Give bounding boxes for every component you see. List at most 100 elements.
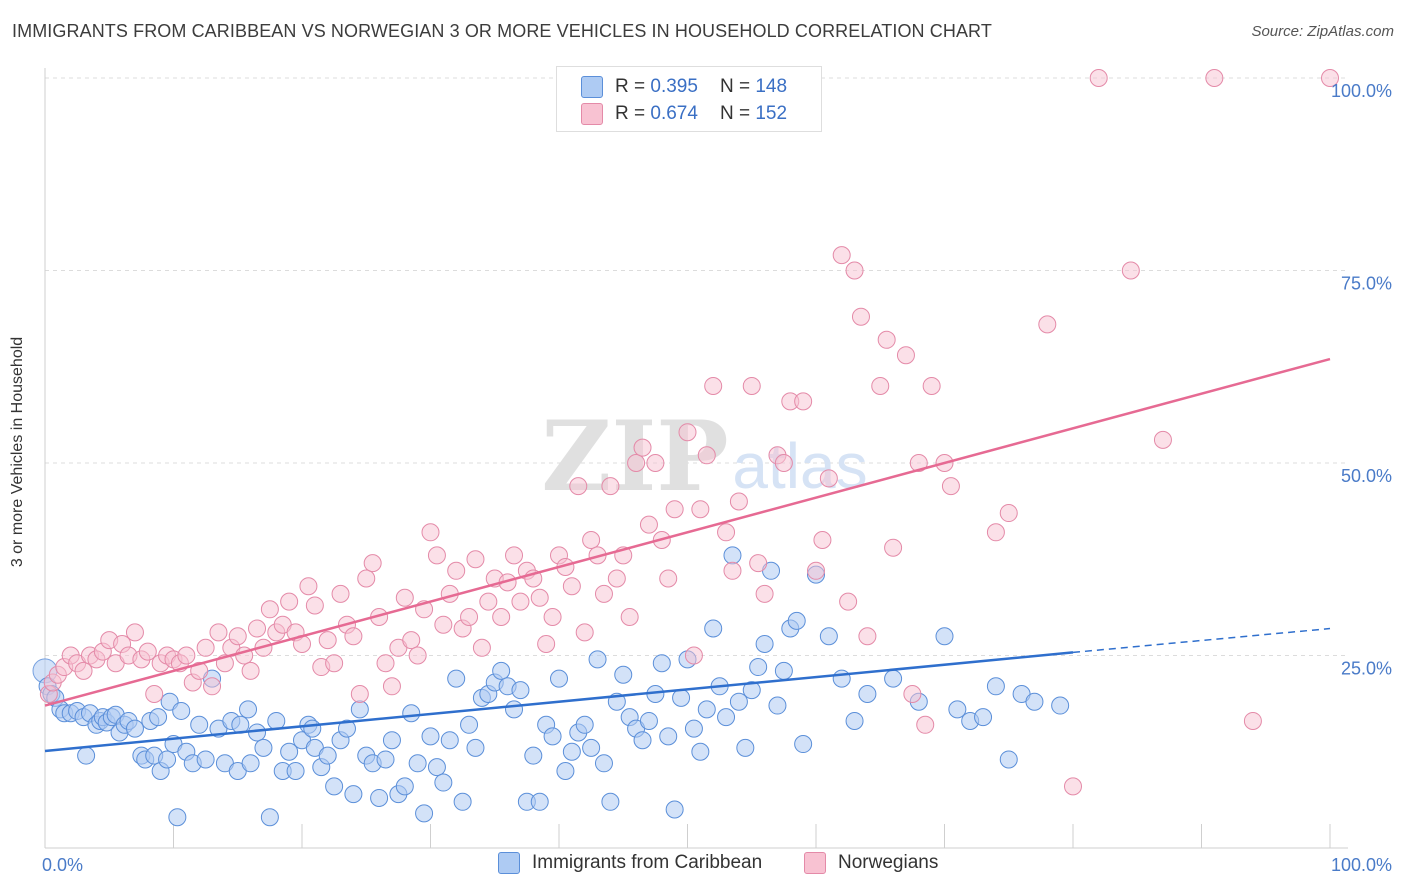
norwegians-point xyxy=(228,627,247,646)
r-value-caribbean: 0.395 xyxy=(650,76,698,97)
norwegians-point xyxy=(427,546,446,565)
caribbean-point xyxy=(794,735,813,754)
caribbean-point xyxy=(395,777,414,796)
caribbean-point xyxy=(594,754,613,773)
caribbean-point xyxy=(749,658,768,677)
norwegians-point xyxy=(376,654,395,673)
norwegians-point xyxy=(408,646,427,665)
caribbean-point xyxy=(736,738,755,757)
caribbean-point xyxy=(659,727,678,746)
norwegians-point xyxy=(1205,69,1224,87)
y-tick-label: 100.0% xyxy=(1331,81,1392,101)
norwegians-point xyxy=(74,661,93,680)
caribbean-point xyxy=(254,738,273,757)
caribbean-point xyxy=(614,665,633,684)
caribbean-point xyxy=(691,742,710,761)
caribbean-point xyxy=(337,719,356,738)
norwegians-point xyxy=(434,615,453,634)
caribbean-point xyxy=(845,711,864,730)
caribbean-point xyxy=(704,619,723,638)
norwegians-point xyxy=(665,500,684,519)
caribbean-point xyxy=(402,704,421,723)
legend-item-norwegians[interactable]: Norwegians xyxy=(804,852,938,874)
caribbean-point xyxy=(149,708,168,727)
norwegians-point xyxy=(909,454,928,472)
caribbean-point xyxy=(241,754,260,773)
y-axis-label: 3 or more Vehicles in Household xyxy=(9,336,26,568)
norwegians-point xyxy=(877,330,896,349)
norwegians-point xyxy=(774,454,793,472)
caribbean-point xyxy=(999,750,1018,769)
norwegians-point xyxy=(1038,315,1057,334)
caribbean-point xyxy=(582,738,601,757)
stats-row-norwegians: R = 0.674 N = 152 xyxy=(581,102,787,126)
caribbean-point xyxy=(755,634,774,653)
norwegians-point xyxy=(607,569,626,588)
norwegians-point xyxy=(569,477,588,496)
caribbean-point xyxy=(460,715,479,734)
norwegians-point xyxy=(582,531,601,549)
norwegians-point xyxy=(916,715,935,734)
caribbean-point xyxy=(1051,696,1070,715)
caribbean-point xyxy=(453,792,472,811)
norwegians-point xyxy=(999,504,1018,523)
caribbean-point xyxy=(434,773,453,792)
norwegians-point xyxy=(684,646,703,665)
caribbean-point xyxy=(190,715,209,734)
r-label: R = xyxy=(615,103,646,124)
legend-item-caribbean[interactable]: Immigrants from Caribbean xyxy=(498,852,762,874)
norwegians-point xyxy=(723,561,742,580)
norwegians-point xyxy=(357,569,376,588)
norwegians-point xyxy=(659,569,678,588)
caribbean-point xyxy=(440,731,459,750)
caribbean-point xyxy=(382,731,401,750)
norwegians-point xyxy=(318,631,337,650)
norwegians-point xyxy=(845,261,864,280)
norwegians-point xyxy=(447,561,466,580)
chart-title: IMMIGRANTS FROM CARIBBEAN VS NORWEGIAN 3… xyxy=(12,21,992,41)
norwegians-point xyxy=(472,638,491,657)
norwegians-point xyxy=(851,307,870,326)
norwegians-point xyxy=(350,685,369,703)
norwegians-point xyxy=(601,477,620,496)
caribbean-point xyxy=(466,738,485,757)
n-value-caribbean: 148 xyxy=(755,76,788,97)
norwegians-point xyxy=(986,523,1005,542)
norwegians-point xyxy=(742,377,761,395)
caribbean-point xyxy=(986,677,1005,696)
caribbean-point xyxy=(260,808,279,827)
norwegians-point xyxy=(1121,261,1140,280)
norwegians-point xyxy=(209,623,228,642)
norwegians-point xyxy=(543,608,562,626)
norwegians-point xyxy=(755,584,774,603)
norwegians-point xyxy=(729,492,748,511)
norwegians-point xyxy=(402,631,421,650)
caribbean-point xyxy=(742,681,761,700)
caribbean-point xyxy=(884,669,903,688)
norwegians-point xyxy=(678,423,697,442)
norwegians-point xyxy=(505,546,524,565)
caribbean-point xyxy=(267,711,286,730)
norwegians-point xyxy=(839,592,858,611)
norwegians-point xyxy=(941,477,960,496)
caribbean-point xyxy=(819,627,838,646)
caribbean-point xyxy=(697,700,716,719)
axes xyxy=(44,68,1348,849)
norwegians-point xyxy=(813,531,832,549)
caribbean-point xyxy=(248,723,267,742)
norwegians-point xyxy=(858,627,877,646)
caribbean-swatch xyxy=(581,76,603,98)
caribbean-point xyxy=(543,727,562,746)
stats-row-caribbean: R = 0.395 N = 148 xyxy=(581,75,787,99)
caribbean-point xyxy=(935,627,954,646)
caribbean-point xyxy=(974,708,993,727)
norwegians-point xyxy=(646,454,665,472)
caribbean-point xyxy=(601,792,620,811)
n-label: N = xyxy=(719,76,751,97)
norwegians-point xyxy=(344,627,363,646)
norwegians-point xyxy=(717,523,736,542)
caribbean-point xyxy=(550,669,568,688)
caribbean-point xyxy=(588,650,607,669)
caribbean-trend-extension xyxy=(1072,627,1331,654)
stats-legend: R = 0.395 N = 148 R = 0.674 N = 152 xyxy=(556,66,822,132)
